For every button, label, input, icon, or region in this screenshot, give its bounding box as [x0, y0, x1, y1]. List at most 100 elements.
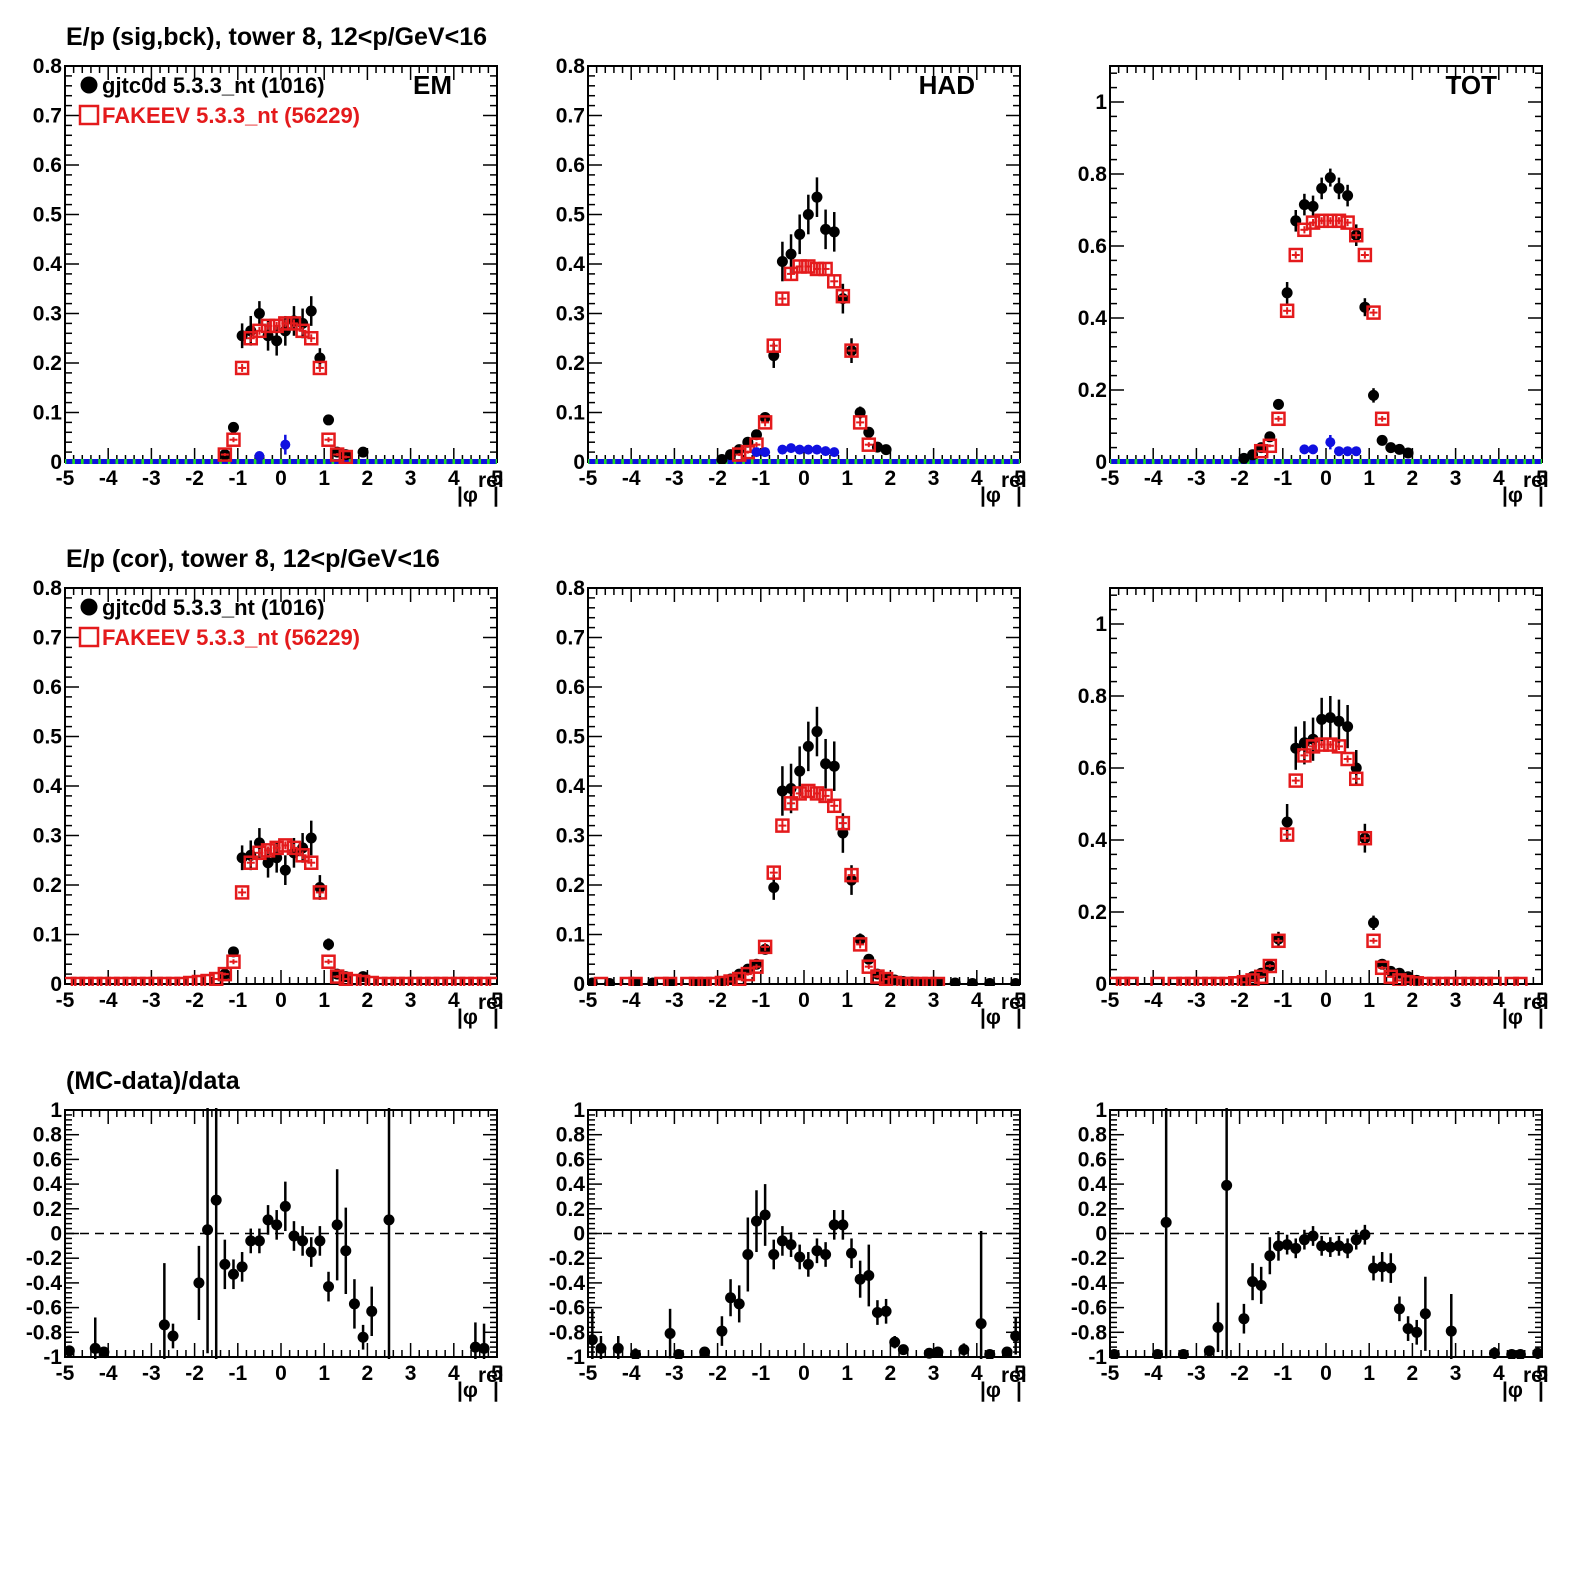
x-tick-label: 1 — [1363, 989, 1375, 1012]
data-point — [949, 977, 961, 986]
mc-point — [329, 447, 345, 462]
mc-point — [1444, 976, 1459, 986]
data-point — [1272, 398, 1284, 410]
row-title-sig-bck: E/p (sig,bck), tower 8, 12<p/GeV<16 — [66, 23, 487, 51]
x-tick-label: 1 — [1363, 467, 1375, 490]
mc-point — [1461, 976, 1476, 986]
bck-data-marker — [299, 459, 306, 464]
data-point — [889, 1336, 901, 1348]
y-tick-label: 0.8 — [556, 55, 586, 78]
x-tick-label: 2 — [1407, 989, 1419, 1012]
data-point — [768, 1248, 780, 1260]
bck-data-baseline — [1111, 459, 1541, 464]
y-tick-label: 0.5 — [33, 204, 63, 227]
data-point — [820, 1248, 832, 1260]
x-tick-label: 0 — [798, 467, 810, 490]
bck-data-marker — [684, 459, 691, 464]
x-tick-label: -2 — [708, 989, 727, 1012]
x-tick-label: 5 — [1014, 467, 1026, 490]
mc-point — [1288, 773, 1304, 788]
bck-data-marker — [195, 459, 202, 464]
x-axis-title-closing: | — [1016, 1379, 1022, 1402]
data-point — [794, 1251, 806, 1263]
y-tick-label: 0.6 — [33, 1148, 62, 1171]
y-tick-label: 1 — [573, 1099, 585, 1122]
data-point — [1010, 978, 1020, 986]
mc-point — [930, 976, 946, 986]
bck-data-marker — [178, 459, 185, 464]
bck-data-marker — [831, 459, 838, 464]
bck-data-marker — [1431, 459, 1437, 464]
y-tick-label: 0.3 — [33, 303, 62, 326]
mc-point — [1452, 976, 1468, 986]
data-point — [271, 1219, 283, 1231]
bck-data-marker — [1361, 459, 1368, 464]
x-tick-label: -5 — [579, 467, 598, 490]
x-tick-label: -1 — [1273, 989, 1292, 1012]
mc-point — [1418, 976, 1433, 986]
y-tick-label: 0.4 — [33, 253, 63, 276]
x-tick-label: -1 — [228, 467, 247, 490]
bck-data-marker — [1482, 459, 1489, 464]
bck-data-marker — [1249, 459, 1256, 464]
x-tick-label: -5 — [1101, 989, 1120, 1012]
y-tick-label: -0.6 — [26, 1297, 62, 1320]
x-tick-label: 2 — [885, 989, 897, 1012]
data-point — [279, 1200, 291, 1212]
data-point — [1393, 443, 1405, 455]
bck-data-point — [1299, 444, 1310, 455]
mc-point — [442, 976, 457, 986]
bck-data-point — [1342, 446, 1353, 457]
y-tick-label: -0.8 — [549, 1321, 586, 1344]
mc-point — [252, 845, 267, 861]
bck-data-marker — [615, 459, 622, 464]
panel-ratio-em: -5 -4 -3 -2 -1 0 1 2 3 4 5-1-0.8-0.6-0.4-0.200.20.… — [26, 1099, 504, 1402]
bck-data-marker — [1284, 459, 1291, 464]
y-tick-label: 0.1 — [556, 402, 586, 425]
data-point — [202, 1224, 214, 1236]
x-tick-label: 0 — [798, 989, 810, 1012]
data-point — [245, 1235, 257, 1247]
data-point — [279, 864, 291, 876]
y-tick-label: 0.2 — [556, 1198, 585, 1221]
x-tick-label: 0 — [275, 467, 287, 490]
bck-data-marker — [926, 459, 933, 464]
bck-data-marker — [909, 459, 915, 464]
data-point — [984, 1349, 996, 1359]
mc-point — [338, 449, 354, 464]
data-point — [863, 953, 875, 965]
x-tick-label: 5 — [491, 467, 503, 490]
mc-point — [174, 976, 189, 986]
x-tick-label: 4 — [971, 467, 983, 490]
y-tick-label: 0 — [573, 1223, 585, 1246]
bck-data-marker — [805, 459, 812, 464]
bck-data-marker — [710, 459, 717, 464]
data-point — [820, 223, 832, 235]
mc-point — [844, 343, 859, 358]
bck-data-marker — [891, 459, 898, 464]
x-tick-label: 4 — [448, 1362, 460, 1385]
mc-point — [757, 939, 773, 955]
bck-data-marker — [100, 459, 107, 464]
data-point — [1324, 712, 1336, 724]
mc-point — [826, 274, 842, 289]
data-point — [1333, 1240, 1345, 1252]
legend-mc-marker — [78, 626, 100, 648]
x-tick-label: -5 — [1101, 1362, 1120, 1385]
bck-data-marker — [446, 459, 453, 464]
series-mc — [65, 838, 497, 986]
x-tick-label: -5 — [56, 1362, 75, 1385]
mc-point — [766, 865, 782, 880]
mc-point — [1357, 830, 1373, 846]
mc-point — [878, 971, 894, 986]
mc-point — [1228, 976, 1243, 986]
series-mc — [593, 783, 946, 986]
data-point — [776, 256, 788, 268]
x-tick-label: 1 — [318, 1362, 330, 1385]
data-point — [863, 1269, 875, 1281]
data-point — [323, 1281, 335, 1293]
y-tick-label: 0.8 — [33, 1124, 63, 1147]
series-bck_data — [1299, 435, 1362, 457]
x-axis-title-superscript: rel — [478, 469, 504, 492]
